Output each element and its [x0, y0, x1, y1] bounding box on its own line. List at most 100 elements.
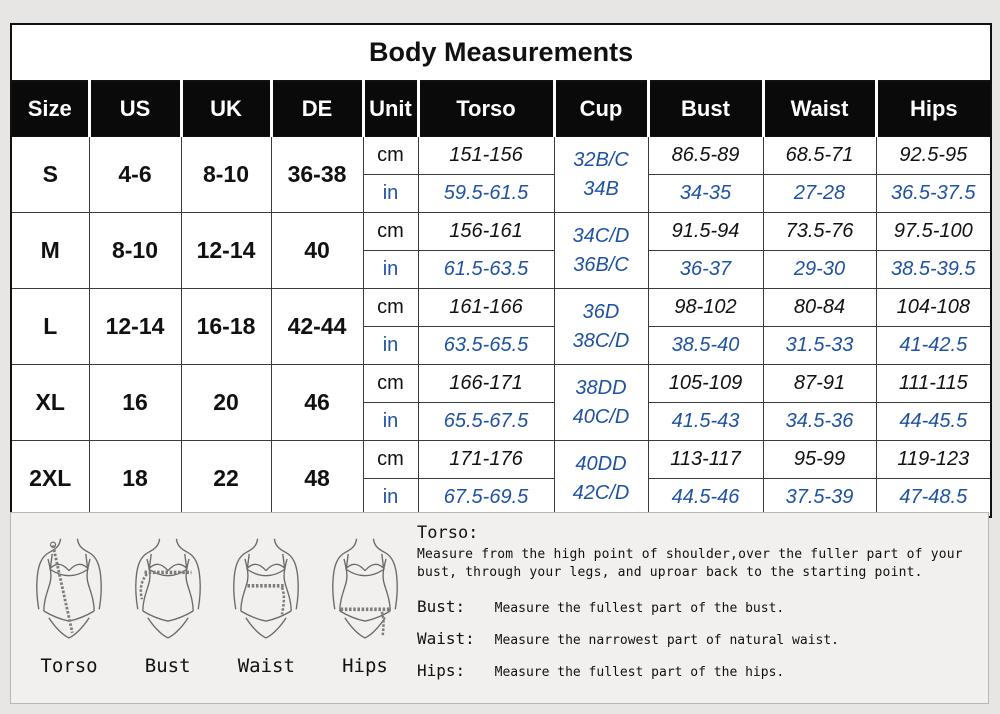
torso-cm-value: 166-171	[417, 364, 555, 403]
de-size-value: 42-44	[270, 288, 364, 365]
instruction-torso: Torso: Measure from the high point of sh…	[417, 523, 987, 582]
size-row-cm: XL 16 20 46 cm 166-171 38DD 40C/D 105-109 87-91 11…	[10, 364, 992, 441]
size-value: 2XL	[10, 440, 90, 518]
figure-bust-label: Bust	[144, 655, 191, 677]
torso-cm-value: 171-176	[417, 440, 555, 479]
column-header-us: US	[87, 81, 181, 137]
torso-cm-value: 156-161	[417, 212, 555, 251]
de-size-value: 40	[270, 212, 364, 289]
us-size-value: 8-10	[88, 212, 182, 289]
instruction-waist-term: Waist:	[417, 629, 475, 649]
hips-cm-value: 104-108	[875, 288, 992, 327]
cup-line: 36B/C	[573, 253, 629, 276]
cup-value: 40DD 42C/D	[553, 440, 649, 518]
waist-cm-value: 95-99	[762, 440, 877, 479]
us-size-value: 18	[88, 440, 182, 518]
torso-in-value: 63.5-65.5	[417, 326, 555, 365]
size-table-body: S 4-6 8-10 36-38 cm 151-156 32B/C 34B 86.5-89 68.…	[10, 136, 992, 518]
size-row-in: in 59.5-61.5 34-35 27-28 36.5-37.5	[11, 174, 992, 213]
torso-cm-value: 151-156	[417, 136, 555, 175]
hips-in-value: 41-42.5	[875, 326, 992, 365]
cup-line: 36D	[582, 300, 620, 323]
column-header-torso: Torso	[416, 81, 554, 137]
hips-cm-value: 97.5-100	[875, 212, 992, 251]
cup-line: 40DD	[575, 452, 627, 475]
page-title: Body Measurements	[11, 24, 992, 82]
uk-size-value: 16-18	[180, 288, 272, 365]
waist-in-value: 27-28	[762, 174, 877, 213]
instruction-bust-term: Bust:	[417, 597, 466, 617]
instruction-waist: Waist: Measure the narrowest part of nat…	[417, 629, 987, 648]
bust-in-value: 38.5-40	[647, 326, 764, 365]
cup-value: 38DD 40C/D	[553, 364, 649, 441]
figure-hips-label: Hips	[342, 655, 388, 677]
figure-torso-label: Torso	[40, 655, 98, 677]
waist-cm-value: 80-84	[762, 288, 877, 327]
bust-measure-illustration	[134, 538, 201, 639]
column-header-bust: Bust	[646, 81, 763, 137]
bust-in-value: 36-37	[647, 250, 764, 289]
cup-line: 34C/D	[572, 224, 630, 247]
hips-cm-value: 119-123	[875, 440, 992, 479]
size-value: L	[10, 288, 90, 365]
hips-cm-value: 111-115	[875, 364, 992, 403]
hips-measure-illustration	[332, 538, 398, 639]
figure-torso: Torso	[23, 527, 115, 693]
size-row-in: in 61.5-63.5 36-37 29-30 38.5-39.5	[11, 250, 992, 289]
waist-in-value: 31.5-33	[762, 326, 877, 365]
cup-line: 32B/C	[573, 148, 629, 171]
unit-cm-label: cm	[362, 212, 419, 251]
size-value: M	[10, 212, 90, 289]
waist-measure-illustration	[233, 538, 300, 639]
unit-cm-label: cm	[362, 440, 419, 479]
size-row-cm: M 8-10 12-14 40 cm 156-161 34C/D 36B/C 91.5-94 73…	[10, 212, 992, 289]
uk-size-value: 20	[180, 364, 272, 441]
bust-in-value: 41.5-43	[647, 402, 764, 441]
instruction-torso-term: Torso:	[417, 523, 479, 543]
bust-cm-value: 98-102	[647, 288, 764, 327]
unit-cm-label: cm	[362, 136, 419, 175]
size-value: XL	[10, 364, 90, 441]
instruction-hips-term: Hips:	[417, 661, 466, 681]
hips-in-value: 36.5-37.5	[875, 174, 992, 213]
hips-in-value: 38.5-39.5	[875, 250, 992, 289]
torso-measure-illustration	[36, 538, 102, 639]
uk-size-value: 12-14	[180, 212, 272, 289]
unit-in-label: in	[362, 174, 419, 213]
waist-cm-value: 68.5-71	[762, 136, 877, 175]
torso-in-value: 61.5-63.5	[417, 250, 555, 289]
size-row-in: in 65.5-67.5 41.5-43 34.5-36 44-45.5	[11, 402, 992, 441]
size-value: S	[10, 136, 90, 213]
column-header-row: Size US UK DE Unit Torso Cup Bust Waist Hips	[11, 81, 992, 137]
size-row-cm: 2XL 18 22 48 cm 171-176 40DD 42C/D 113-117 95-99 1…	[10, 440, 992, 518]
cup-line: 38C/D	[572, 329, 630, 352]
column-header-size: Size	[11, 81, 89, 137]
instruction-bust: Bust: Measure the fullest part of the bu…	[417, 597, 987, 616]
cup-line: 38DD	[575, 376, 627, 399]
unit-cm-label: cm	[362, 288, 419, 327]
bust-cm-value: 105-109	[647, 364, 764, 403]
torso-cm-value: 161-166	[417, 288, 555, 327]
waist-cm-value: 73.5-76	[762, 212, 877, 251]
hips-cm-value: 92.5-95	[875, 136, 992, 175]
uk-size-value: 8-10	[180, 136, 272, 213]
column-header-hips: Hips	[874, 81, 992, 137]
de-size-value: 46	[270, 364, 364, 441]
cup-value: 34C/D 36B/C	[553, 212, 649, 289]
cup-value: 32B/C 34B	[553, 136, 649, 213]
instruction-bust-text: Measure the fullest part of the bust.	[494, 601, 785, 617]
waist-cm-value: 87-91	[762, 364, 877, 403]
title-row: Body Measurements	[11, 24, 992, 82]
waist-in-value: 29-30	[762, 250, 877, 289]
hips-in-value: 44-45.5	[875, 402, 992, 441]
figure-hips: Hips	[319, 527, 411, 693]
bust-cm-value: 113-117	[647, 440, 764, 479]
instruction-hips: Hips: Measure the fullest part of the hi…	[417, 661, 987, 680]
size-row-in: in 67.5-69.5 44.5-46 37.5-39 47-48.5	[11, 478, 992, 518]
measuring-guide-panel: Torso Bust	[10, 512, 989, 704]
unit-in-label: in	[362, 402, 419, 441]
cup-value: 36D 38C/D	[553, 288, 649, 365]
unit-in-label: in	[362, 250, 419, 289]
measuring-instructions: Torso: Measure from the high point of sh…	[417, 523, 987, 693]
